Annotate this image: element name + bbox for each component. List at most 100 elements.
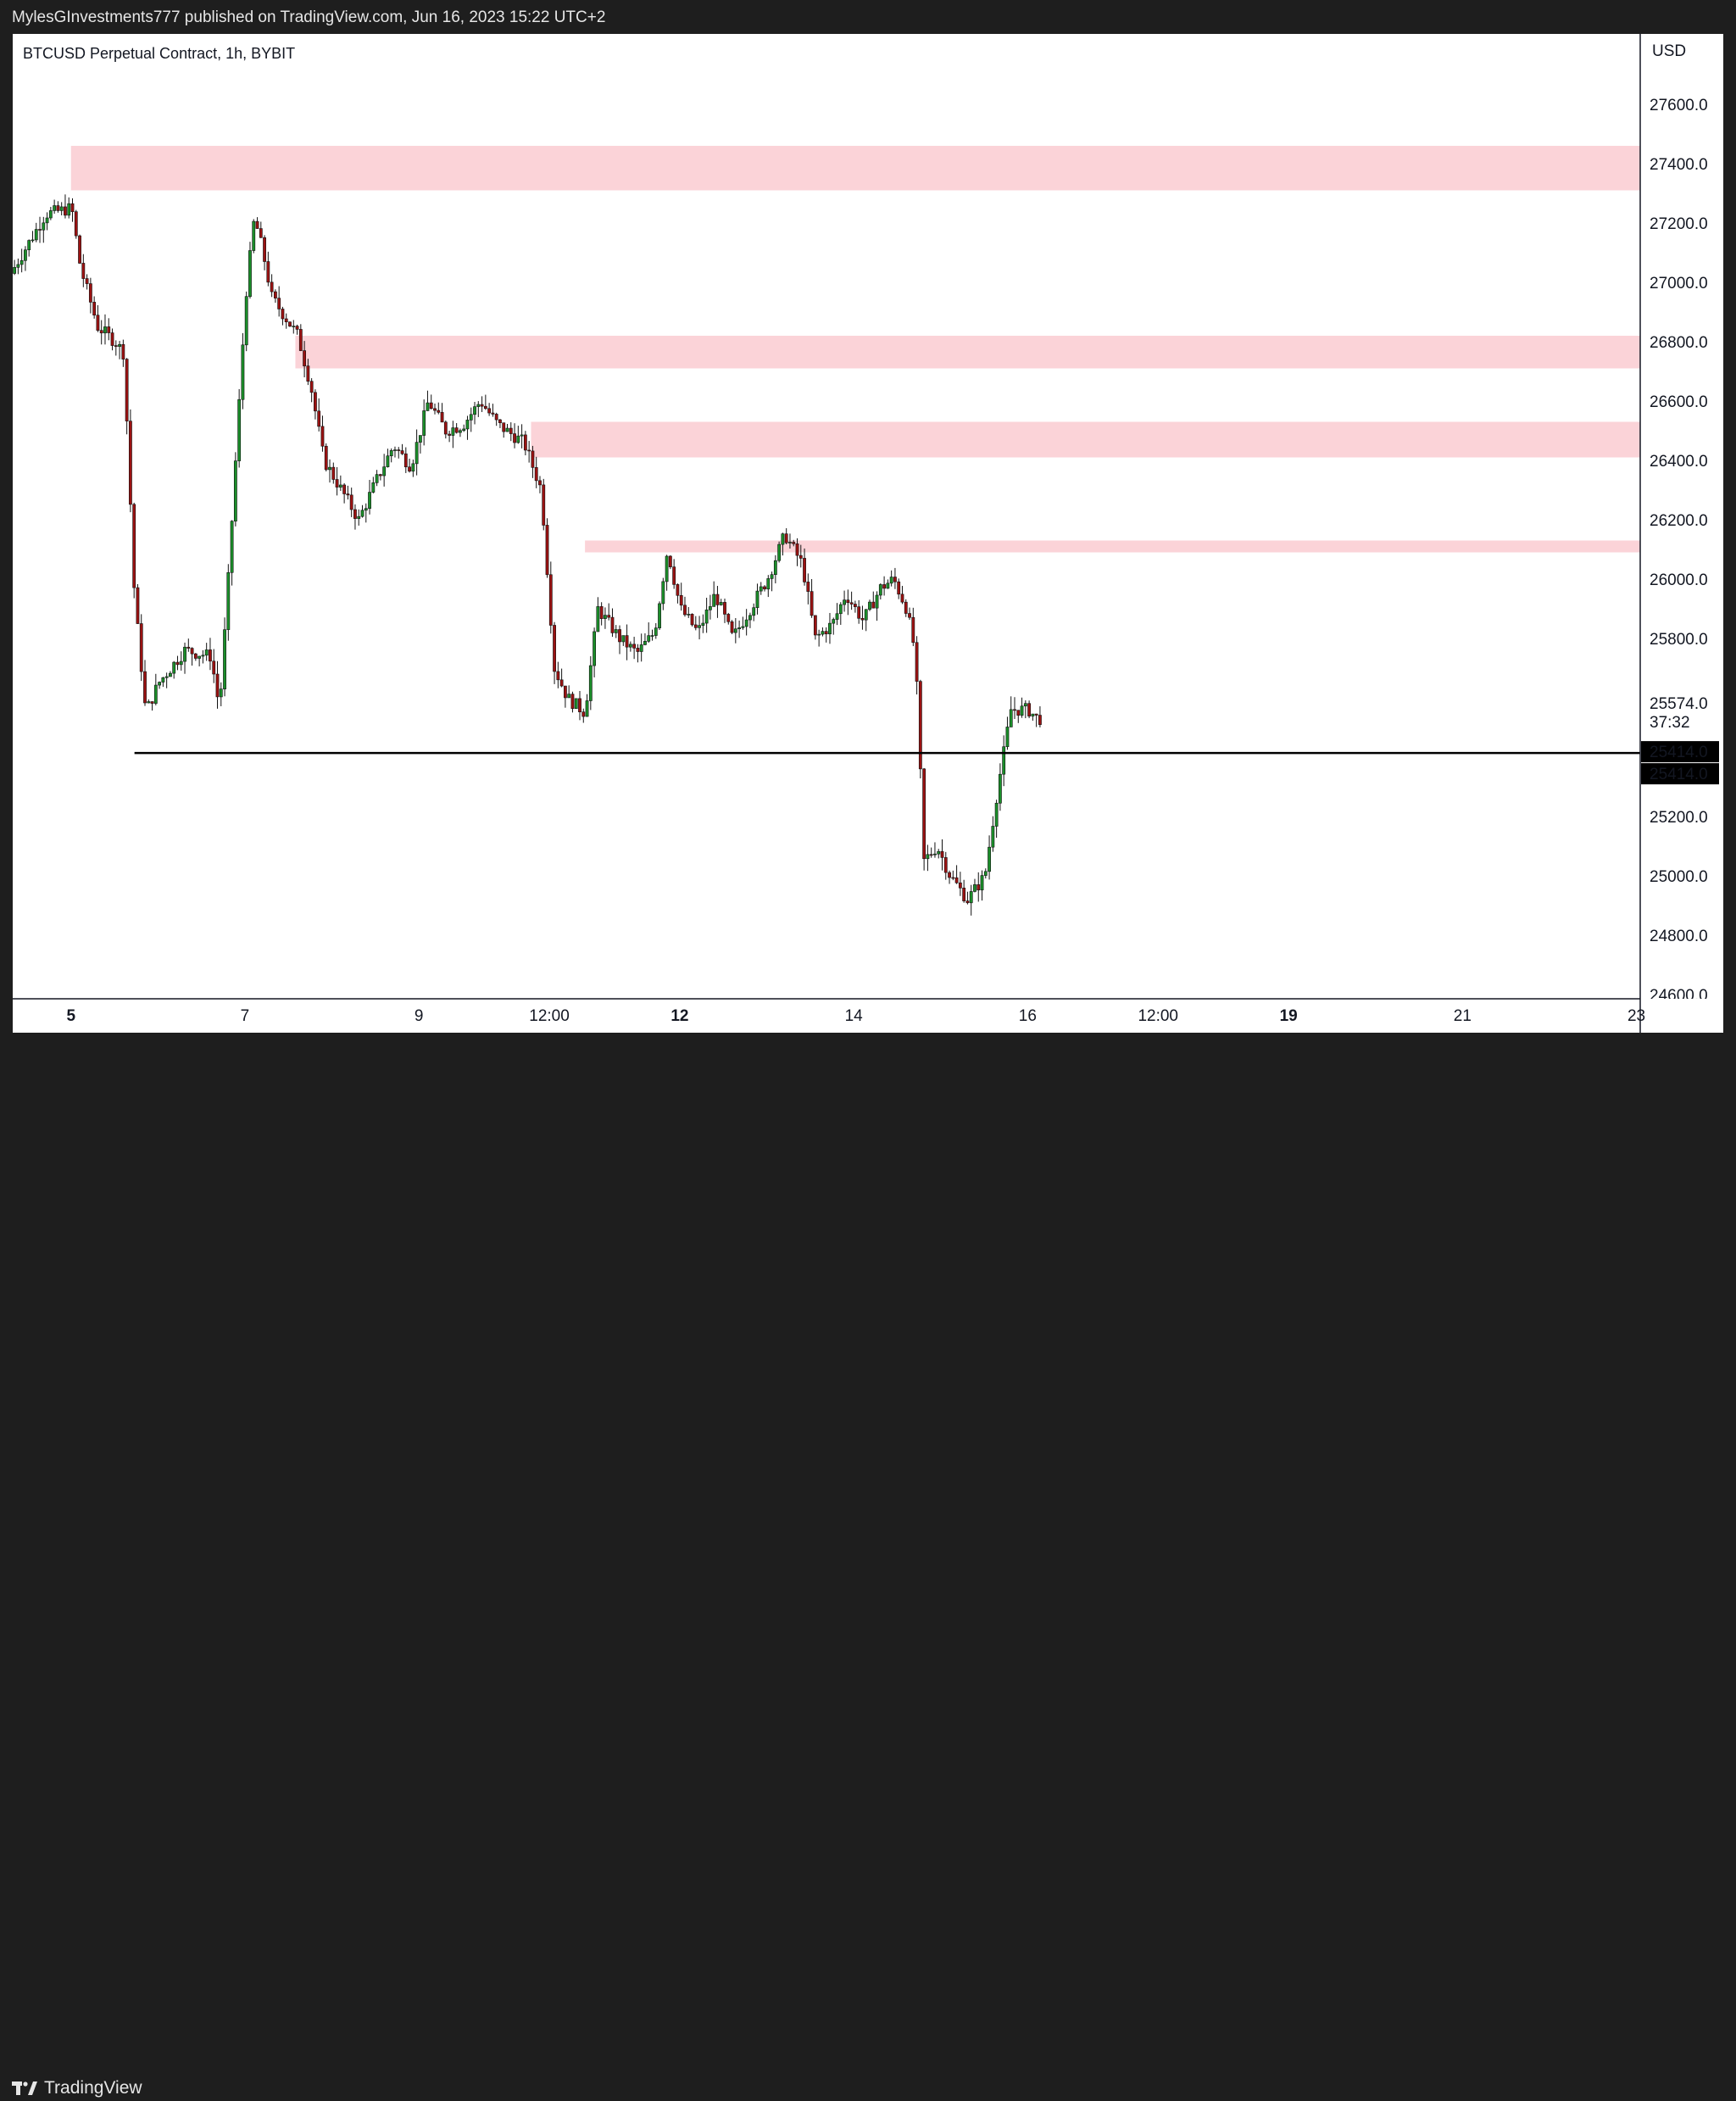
candle-body	[483, 405, 487, 410]
x-tick-label: 9	[415, 1007, 424, 1025]
candle	[766, 575, 771, 598]
support-price-badge	[1641, 763, 1719, 785]
candle-body	[324, 445, 328, 471]
candle	[534, 456, 538, 488]
candle	[999, 763, 1002, 811]
candle-body	[263, 237, 266, 262]
y-tick-label: 27200.0	[1650, 215, 1708, 233]
candle-body	[621, 635, 626, 643]
candle	[878, 582, 882, 599]
candle-body	[690, 614, 694, 626]
candle-body	[962, 888, 966, 901]
candle	[147, 699, 151, 704]
candle	[59, 202, 64, 215]
candle	[480, 396, 484, 412]
candle-body	[357, 515, 361, 519]
candle-body	[604, 615, 607, 619]
y-tick-label: 26800.0	[1650, 334, 1708, 352]
candle-body	[527, 449, 531, 452]
candle-body	[487, 408, 492, 414]
candle-body	[683, 605, 687, 616]
candle-body	[726, 614, 731, 622]
candle	[618, 625, 621, 655]
candle	[643, 633, 647, 646]
candle	[897, 578, 901, 599]
candle-body	[788, 542, 792, 543]
candle-body	[255, 220, 259, 229]
candle	[378, 473, 382, 481]
candle-body	[252, 220, 256, 251]
candle-body	[443, 421, 448, 435]
zone-0	[70, 146, 1641, 191]
chart-panel[interactable]: USD 27600.0 27400.0 27200.0 27000.0 26800.0 26…	[13, 34, 1723, 1033]
candle	[437, 402, 441, 415]
y-tick-label: 26600.0	[1650, 393, 1708, 411]
candle-body	[1013, 709, 1016, 711]
candle-body	[270, 281, 274, 293]
candle	[929, 847, 933, 858]
candle-body	[42, 222, 46, 231]
candle	[38, 216, 42, 243]
candle-body	[614, 629, 618, 633]
candle-body	[755, 590, 760, 608]
candles-layer	[13, 194, 1042, 916]
candle	[215, 660, 220, 709]
candle-body	[469, 414, 473, 421]
candle-body	[701, 622, 705, 626]
candle	[103, 314, 107, 345]
tradingview-logo[interactable]: TradingView	[12, 2076, 142, 2101]
candle-body	[292, 326, 296, 327]
candle	[810, 578, 814, 618]
candle	[382, 454, 387, 487]
candle	[610, 608, 615, 638]
candle	[223, 617, 226, 697]
candle-body	[513, 433, 516, 443]
candle	[164, 672, 169, 688]
candle	[614, 625, 618, 638]
candle	[353, 504, 357, 530]
candle	[476, 401, 481, 417]
candle-body	[382, 466, 387, 476]
candle-body	[853, 604, 857, 607]
candle	[715, 586, 720, 618]
candle-body	[973, 884, 976, 892]
candle-body	[175, 661, 180, 666]
candle-body	[803, 558, 806, 582]
y-tick-label: 25200.0	[1650, 809, 1708, 827]
candle	[172, 660, 176, 679]
candle-body	[498, 419, 502, 424]
candle	[940, 839, 944, 871]
candle	[443, 420, 448, 439]
candle-body	[509, 427, 513, 434]
candle	[284, 313, 288, 329]
candle	[607, 603, 611, 621]
candle-body	[59, 206, 64, 211]
candle-body	[277, 298, 281, 309]
candle-body	[346, 493, 350, 496]
candle	[730, 620, 734, 634]
candle-body	[298, 329, 303, 351]
candle-body	[737, 627, 742, 630]
candle-body	[309, 381, 314, 393]
candle	[375, 470, 379, 487]
candle	[139, 614, 143, 682]
candle-body	[153, 684, 158, 704]
candle-body	[965, 900, 970, 904]
candle	[570, 691, 575, 713]
candle	[538, 476, 542, 493]
candle	[593, 627, 597, 677]
candle	[451, 421, 455, 449]
candle	[263, 235, 266, 270]
candle-body	[926, 854, 930, 860]
candle-body	[821, 631, 825, 635]
candle	[403, 447, 408, 473]
candle-body	[792, 542, 796, 544]
candle-body	[904, 601, 908, 614]
candle	[911, 607, 915, 647]
candle-body	[415, 442, 419, 465]
candle-body	[795, 543, 799, 556]
candle	[596, 597, 600, 633]
candle	[604, 607, 607, 629]
chart-svg[interactable]: USD 27600.0 27400.0 27200.0 27000.0 26800.0 26…	[13, 34, 1723, 1033]
candle-body	[136, 587, 140, 624]
